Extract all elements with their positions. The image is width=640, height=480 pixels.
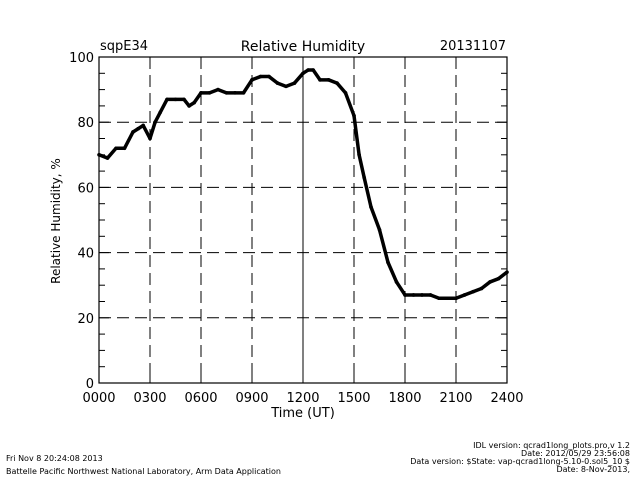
rh-data-point <box>187 104 191 108</box>
rh-data-point <box>318 78 322 82</box>
rh-data-point <box>250 78 254 82</box>
rh-data-point <box>454 296 458 301</box>
rh-data-point <box>153 120 157 124</box>
site-label: sqpE34 <box>100 39 148 54</box>
rh-data-point <box>136 126 140 131</box>
x-tick-label: 1200 <box>286 391 319 406</box>
rh-data-point <box>428 293 433 297</box>
rh-data-point <box>357 153 361 157</box>
rh-data-point <box>362 175 367 180</box>
rh-data-point <box>306 68 310 72</box>
rh-data-point <box>275 81 280 85</box>
x-tick-label: 2400 <box>490 391 523 406</box>
y-tick-label: 60 <box>77 181 94 196</box>
rh-data-point <box>335 81 339 85</box>
rh-data-point <box>173 97 178 102</box>
rh-data-point <box>114 146 118 151</box>
rh-data-point <box>199 91 203 95</box>
rh-data-point <box>377 227 382 232</box>
y-tick-label: 100 <box>69 51 94 66</box>
x-tick-label: 0300 <box>133 391 166 406</box>
rh-data-point <box>394 280 399 284</box>
rh-data-point <box>420 293 424 297</box>
rh-data-point <box>141 123 145 128</box>
rh-data-point <box>122 146 127 151</box>
data-version: Data version: $State: vap-qcrad1long-5.1… <box>410 457 630 466</box>
rh-data-point <box>462 293 467 297</box>
rh-data-point <box>445 296 450 301</box>
idl-version: IDL version: qcrad1long_plots.pro,v 1.2 <box>473 441 630 450</box>
footer-institution: Battelle Pacific Northwest National Labo… <box>6 467 281 476</box>
rh-data-point <box>471 289 475 294</box>
rh-data-point <box>267 74 271 79</box>
plot-frame <box>98 56 508 384</box>
rh-data-point <box>437 296 441 301</box>
rh-data-point <box>207 91 212 95</box>
idl-date: Date: 2012/05/29 23:56:08 <box>521 449 630 458</box>
y-tick-label: 20 <box>77 312 94 327</box>
data-date: Date: 8-Nov-2013, <box>556 465 630 474</box>
chart-title: Relative Humidity <box>241 39 365 55</box>
rh-data-point <box>158 110 162 115</box>
x-tick-label: 2100 <box>439 391 472 406</box>
y-axis-label: Relative Humidity, % <box>49 158 63 284</box>
rh-data-point <box>233 91 237 95</box>
footer-version-info: IDL version: qcrad1long_plots.pro,v 1.2 … <box>410 442 630 474</box>
y-tick-label: 0 <box>86 377 94 392</box>
y-tick-label: 80 <box>77 116 94 131</box>
date-label: 20131107 <box>440 39 506 54</box>
x-tick-label: 0900 <box>235 391 268 406</box>
rh-data-point <box>386 260 390 265</box>
rh-data-point <box>403 293 407 297</box>
rh-data-point <box>241 91 246 95</box>
rh-data-point <box>182 97 186 102</box>
rh-data-point <box>224 91 229 95</box>
x-tick-label: 0600 <box>184 391 217 406</box>
rh-data-point <box>284 84 288 89</box>
rh-data-point <box>505 270 509 274</box>
rh-data-point <box>258 74 263 79</box>
x-tick-label: 1800 <box>388 391 421 406</box>
rh-data-point <box>301 71 305 76</box>
rh-data-point <box>131 130 135 134</box>
rh-data-point <box>352 113 356 118</box>
y-tick-label: 40 <box>77 247 94 262</box>
rh-data-point <box>488 280 492 284</box>
x-tick-label: 1500 <box>337 391 370 406</box>
footer-timestamp: Fri Nov 8 20:24:08 2013 <box>6 454 103 463</box>
rh-data-point <box>496 276 501 281</box>
rh-data-point <box>165 97 169 102</box>
rh-data-point <box>148 136 152 141</box>
rh-data-point <box>192 100 196 105</box>
rh-data-point <box>479 286 484 291</box>
rh-data-point <box>343 91 348 95</box>
rh-data-point <box>326 78 331 82</box>
rh-data-point <box>369 205 373 209</box>
rh-data-point <box>292 81 297 85</box>
rh-data-point <box>105 156 110 160</box>
rh-data-point <box>97 153 101 157</box>
rh-data-point <box>216 87 220 92</box>
x-axis-label: Time (UT) <box>270 406 335 421</box>
rh-data-point <box>411 293 416 297</box>
rh-data-point <box>311 68 316 72</box>
x-tick-label: 0000 <box>82 391 115 406</box>
